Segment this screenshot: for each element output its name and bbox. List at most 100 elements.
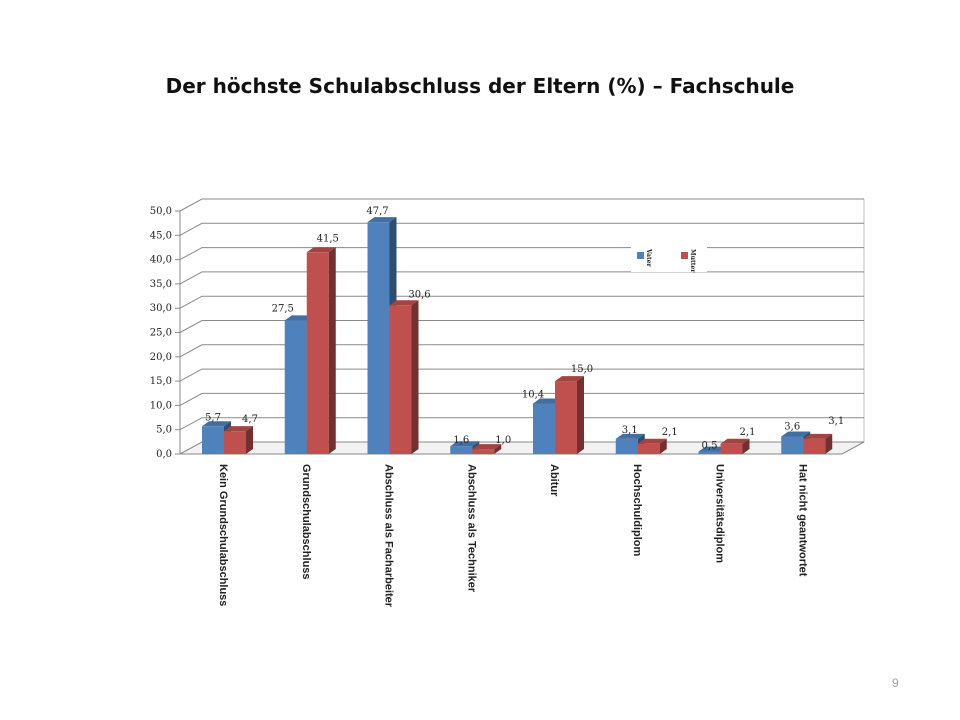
y-tick-label: 30,0	[150, 303, 172, 314]
legend-swatch	[681, 252, 688, 259]
bar-top	[720, 438, 750, 444]
data-label: 1,0	[495, 435, 511, 446]
bar-mutter	[803, 433, 833, 454]
x-category-label: Grundschulabschluss	[300, 464, 312, 580]
gridline	[179, 295, 864, 309]
bar-side	[577, 376, 584, 454]
bar-front	[698, 451, 721, 454]
bar-front	[803, 438, 826, 454]
x-category-label: Abschluss als Facharbeiter	[383, 464, 395, 608]
bar-top	[533, 398, 562, 404]
legend-swatch	[637, 252, 644, 259]
gridline	[179, 392, 864, 406]
gridline	[179, 320, 864, 333]
bar-top	[284, 315, 314, 321]
bar-mutter	[637, 438, 667, 454]
gridline	[179, 198, 864, 212]
data-label: 10,4	[522, 389, 544, 400]
bar-top	[389, 300, 419, 306]
gridline	[179, 271, 864, 285]
bar-top	[781, 431, 811, 437]
bar-front	[224, 431, 246, 454]
y-tick-label: 20,0	[150, 352, 172, 363]
data-label: 4,7	[242, 414, 258, 425]
bar-top	[306, 247, 336, 253]
data-label: 3,1	[828, 416, 844, 427]
bar-front	[389, 305, 412, 454]
data-label: 3,1	[622, 425, 638, 436]
y-tick-label: 5,0	[156, 425, 172, 436]
gridline	[179, 222, 864, 236]
legend-entry-label: Mutter	[689, 249, 696, 273]
x-category-label: Abschluss als Techniker	[465, 464, 477, 593]
bar-top	[202, 421, 231, 427]
bar-front	[720, 443, 743, 454]
bar-side	[246, 426, 253, 454]
data-label: 1,6	[453, 435, 469, 446]
bar-side	[328, 247, 336, 454]
bar-front	[555, 381, 577, 454]
gridline	[179, 344, 864, 358]
y-tick-label: 35,0	[150, 279, 172, 290]
bar-front	[615, 438, 638, 454]
y-tick-label: 15,0	[150, 376, 172, 387]
bar-front	[367, 222, 390, 454]
y-tick-label: 45,0	[150, 230, 172, 241]
x-category-label: Abitur	[548, 464, 560, 497]
page-number: 9	[892, 676, 899, 690]
bar-top	[224, 426, 253, 432]
bar-front	[202, 426, 224, 454]
data-label: 47,7	[366, 206, 388, 217]
bar-mutter	[306, 247, 336, 454]
y-tick-label: 25,0	[150, 328, 172, 339]
y-tick-label: 40,0	[150, 255, 172, 266]
bar-side	[411, 300, 419, 454]
chart-floor	[179, 441, 865, 455]
gridline	[179, 247, 864, 261]
bar-top	[555, 376, 584, 382]
data-label: 15,0	[571, 364, 593, 375]
bar-front	[637, 443, 660, 454]
data-label: 0,5	[702, 441, 718, 452]
bar-front	[472, 449, 495, 454]
bar-mutter	[720, 438, 750, 454]
x-category-label: Hat nicht geantwortet	[796, 464, 808, 577]
bar-top	[615, 433, 645, 439]
bar-top	[637, 438, 667, 444]
bar-side	[659, 438, 667, 454]
chart-legend: Vater Mutter	[631, 242, 707, 273]
gridline	[179, 368, 864, 382]
bar-top	[803, 433, 833, 439]
chart-gridlines	[175, 198, 865, 455]
bar-top	[450, 441, 480, 447]
gridline	[179, 417, 864, 431]
bar-mutter	[472, 444, 502, 454]
data-label: 2,1	[740, 427, 756, 438]
x-axis-category-labels: Kein Grundschulabschluss Grundschulabschl…	[217, 464, 808, 608]
bar-front	[284, 320, 307, 454]
bar-side	[825, 433, 833, 454]
x-category-label: Kein Grundschulabschluss	[217, 464, 229, 606]
y-tick-label: 0,0	[156, 449, 172, 460]
y-axis-tick-labels: 0,0 5,0 10,0 15,0 20,0 25,0 30,0 35,0 40,0 45,0 50…	[150, 206, 172, 460]
data-label: 27,5	[272, 303, 294, 314]
y-tick-label: 10,0	[150, 400, 172, 411]
legend-entry-label: Vater	[645, 248, 652, 268]
data-label: 3,6	[784, 422, 800, 433]
bar-mutter	[555, 376, 584, 454]
y-tick-label: 50,0	[150, 206, 172, 217]
bar-front	[306, 252, 329, 454]
bar-top	[472, 444, 502, 450]
bar-mutter	[389, 300, 419, 454]
x-category-label: Hochschuldiplom	[631, 464, 643, 557]
bar-top	[367, 217, 397, 223]
data-label: 2,1	[662, 427, 678, 438]
data-label: 5,7	[205, 412, 221, 423]
bar-front	[781, 436, 804, 454]
bar-top	[698, 446, 728, 452]
chart-bars	[202, 217, 833, 454]
bar-side	[494, 444, 502, 454]
slide-title: Der höchste Schulabschluss der Eltern (%…	[165, 74, 795, 98]
bar-front	[533, 403, 555, 454]
